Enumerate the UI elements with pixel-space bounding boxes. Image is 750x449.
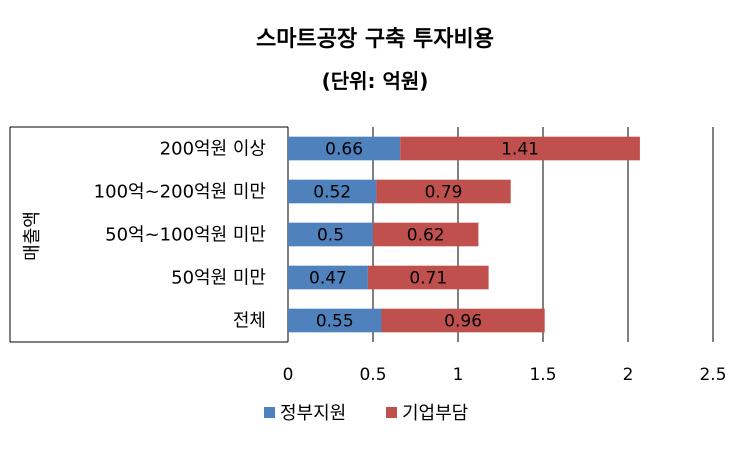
bar-government-3 (288, 265, 368, 290)
legend: 정부지원 기업부담 (264, 403, 468, 424)
legend-label: 정부지원 (280, 403, 346, 424)
x-tick-label: 2.5 (699, 365, 726, 385)
bars: 0.66 1.41 0.52 0.79 0.5 0.62 0.47 0.71 0.55 0.96 (288, 136, 640, 333)
bar-value-label: 0.55 (316, 312, 354, 332)
x-tick-label: 1.5 (529, 365, 556, 385)
legend-label: 기업부담 (402, 403, 468, 424)
x-tick-label: 1 (453, 365, 464, 385)
x-tick-label: 0 (283, 365, 294, 385)
bar-government-0 (288, 136, 401, 161)
legend-swatch (264, 407, 275, 418)
bar-value-label: 1.41 (501, 140, 539, 160)
category-labels: 200억원 이상 100억~200억원 미만 50억~100억원 미만 50억원 미만… (94, 139, 266, 332)
bar-value-label: 0.47 (309, 269, 347, 289)
category-frame (9, 126, 288, 343)
x-tick-label: 2 (623, 365, 634, 385)
bar-government-4 (288, 308, 382, 333)
bar-company-1 (376, 179, 511, 204)
bar-government-1 (288, 179, 377, 204)
chart-title: 스마트공장 구축 투자비용 (256, 27, 494, 52)
bar-value-label: 0.66 (325, 140, 363, 160)
legend-swatch (386, 407, 397, 418)
bar-company-4 (381, 308, 545, 333)
category-label: 200억원 이상 (160, 139, 266, 160)
bar-company-3 (367, 265, 489, 290)
bar-value-label: 0.62 (407, 226, 445, 246)
category-label: 100억~200억원 미만 (94, 182, 266, 203)
x-tick-labels: 0 0.5 1 1.5 2 2.5 (283, 365, 727, 385)
bar-company-2 (373, 222, 479, 247)
bar-value-label: 0.71 (409, 269, 447, 289)
bar-value-label: 0.79 (425, 183, 463, 203)
category-label: 50억~100억원 미만 (105, 225, 266, 246)
category-label: 50억원 미만 (171, 268, 266, 289)
chart-subtitle: (단위: 억원) (322, 69, 429, 93)
bar-company-0 (400, 136, 640, 161)
bar-government-2 (288, 222, 373, 247)
bar-value-label: 0.5 (317, 226, 344, 246)
y-axis-title: 매출액 (22, 211, 43, 261)
x-tick-label: 0.5 (359, 365, 386, 385)
bar-value-label: 0.52 (313, 183, 351, 203)
category-label: 전체 (233, 311, 266, 332)
bar-value-label: 0.96 (444, 312, 482, 332)
